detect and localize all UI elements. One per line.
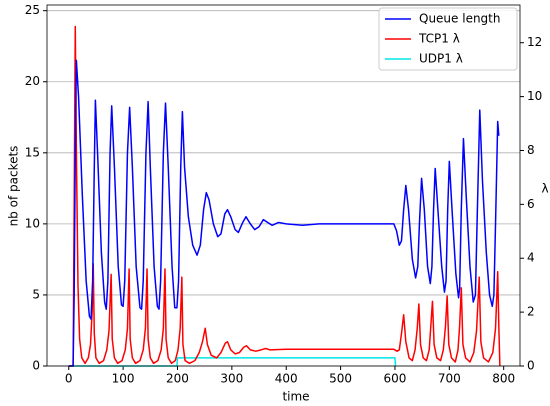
- y2-tick-label: 6: [527, 197, 535, 211]
- x-tick-label: 300: [220, 372, 243, 386]
- y2-tick-label: 2: [527, 305, 535, 319]
- series-line: [68, 25, 501, 367]
- x-tick-label: 700: [438, 372, 461, 386]
- x-axis-label: time: [282, 390, 309, 404]
- y2-tick-label: 0: [527, 359, 535, 373]
- x-tick-label: 200: [166, 372, 189, 386]
- x-tick-label: 600: [384, 372, 407, 386]
- y-tick-label: 25: [25, 3, 40, 17]
- y-tick-label: 10: [25, 216, 40, 230]
- y2-tick-label: 8: [527, 143, 535, 157]
- x-tick-label: 400: [275, 372, 298, 386]
- legend-label: TCP1 λ: [418, 32, 460, 46]
- y-tick-label: 15: [25, 145, 40, 159]
- y2-axis-label: λ: [541, 182, 548, 196]
- x-tick-label: 100: [112, 372, 135, 386]
- y-axis-label: nb of packets: [7, 146, 21, 227]
- legend-label: Queue length: [419, 12, 501, 26]
- legend-box: [378, 7, 518, 71]
- y2-tick-label: 10: [527, 89, 542, 103]
- x-tick-label: 500: [329, 372, 352, 386]
- legend-label: UDP1 λ: [419, 52, 463, 66]
- y2-tick-label: 12: [527, 35, 542, 49]
- y2-tick-label: 4: [527, 251, 535, 265]
- series-line: [68, 59, 500, 367]
- y-tick-label: 0: [32, 359, 40, 373]
- y-tick-label: 5: [32, 287, 40, 301]
- x-tick-label: 800: [492, 372, 515, 386]
- y-tick-label: 20: [25, 74, 40, 88]
- x-tick-label: 0: [65, 372, 73, 386]
- plot-frame: [46, 4, 521, 367]
- series-line: [68, 357, 397, 367]
